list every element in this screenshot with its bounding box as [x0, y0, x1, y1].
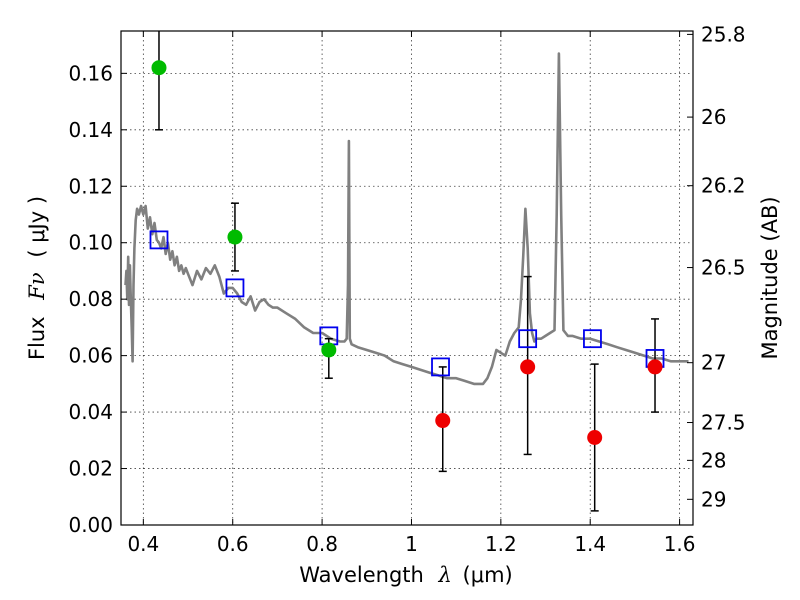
x-tick-label: 1.6	[664, 532, 696, 556]
model-photometry-square	[149, 230, 169, 250]
observed-points-layer	[151, 60, 663, 445]
model-photometry-layer	[149, 230, 665, 377]
model-sed-line	[124, 52, 689, 386]
model-photometry-square	[431, 357, 450, 377]
model-sed-layer	[124, 52, 689, 386]
detection-point	[227, 229, 243, 245]
x-tick-label: 1.2	[485, 532, 517, 556]
y2-tick-label: 27	[701, 351, 726, 375]
error-bars-layer	[154, 31, 660, 512]
y-tick-label: 0.10	[68, 231, 113, 255]
x-tick-label: 1	[405, 532, 418, 556]
model-photometry-square	[583, 329, 602, 349]
y2-tick-label: 29	[701, 487, 726, 511]
y-tick-label: 0.00	[68, 513, 113, 537]
y-tick-label: 0.02	[68, 457, 113, 481]
x-axis-title: Wavelength λ (μm)	[299, 563, 512, 587]
nondetection-point	[587, 429, 603, 445]
y-tick-label: 0.14	[68, 118, 113, 142]
y2-tick-label: 26.2	[701, 174, 746, 198]
y-axis-unit: ( μJy )	[25, 196, 49, 258]
nondetection-point	[435, 413, 451, 429]
x-tick-label: 0.6	[217, 532, 249, 556]
axis-ticks	[121, 31, 693, 526]
x-axis-unit: (μm)	[463, 563, 513, 587]
nondetection-point	[520, 359, 536, 375]
y-tick-label: 0.06	[68, 344, 113, 368]
detection-point	[151, 60, 167, 76]
y-axis-symbol: Fν	[25, 272, 49, 301]
nondetection-point	[647, 359, 663, 375]
y-axis-label: Flux	[25, 316, 49, 360]
y-tick-label: 0.12	[68, 174, 113, 198]
grid-lines	[121, 31, 693, 526]
detection-point	[321, 342, 337, 358]
y2-tick-label: 26	[701, 105, 726, 129]
y-tick-label: 0.16	[68, 61, 113, 85]
model-photometry-square	[518, 329, 538, 349]
y-tick-label: 0.08	[68, 287, 113, 311]
x-tick-label: 0.4	[127, 532, 159, 556]
tick-labels: 0.4 0.6 0.8 1 1.2 1.4 1.6 0.00 0.02 0.04 0.06 0.08 0…	[68, 22, 745, 556]
y-axis-title: Flux Fν ( μJy )	[25, 196, 49, 360]
y2-tick-label: 28	[701, 448, 726, 472]
x-tick-label: 1.4	[574, 532, 606, 556]
x-axis-symbol: λ	[438, 563, 452, 587]
y2-tick-label: 25.8	[701, 22, 746, 46]
model-photometry-square	[225, 278, 245, 298]
y2-axis-title: Magnitude (AB)	[758, 196, 782, 359]
x-axis-label: Wavelength	[299, 563, 424, 587]
y2-tick-label: 26.5	[701, 256, 746, 280]
x-tick-label: 0.8	[306, 532, 338, 556]
plot-frame	[120, 30, 694, 526]
y-tick-label: 0.04	[68, 400, 113, 424]
y2-tick-label: 27.5	[701, 411, 746, 435]
